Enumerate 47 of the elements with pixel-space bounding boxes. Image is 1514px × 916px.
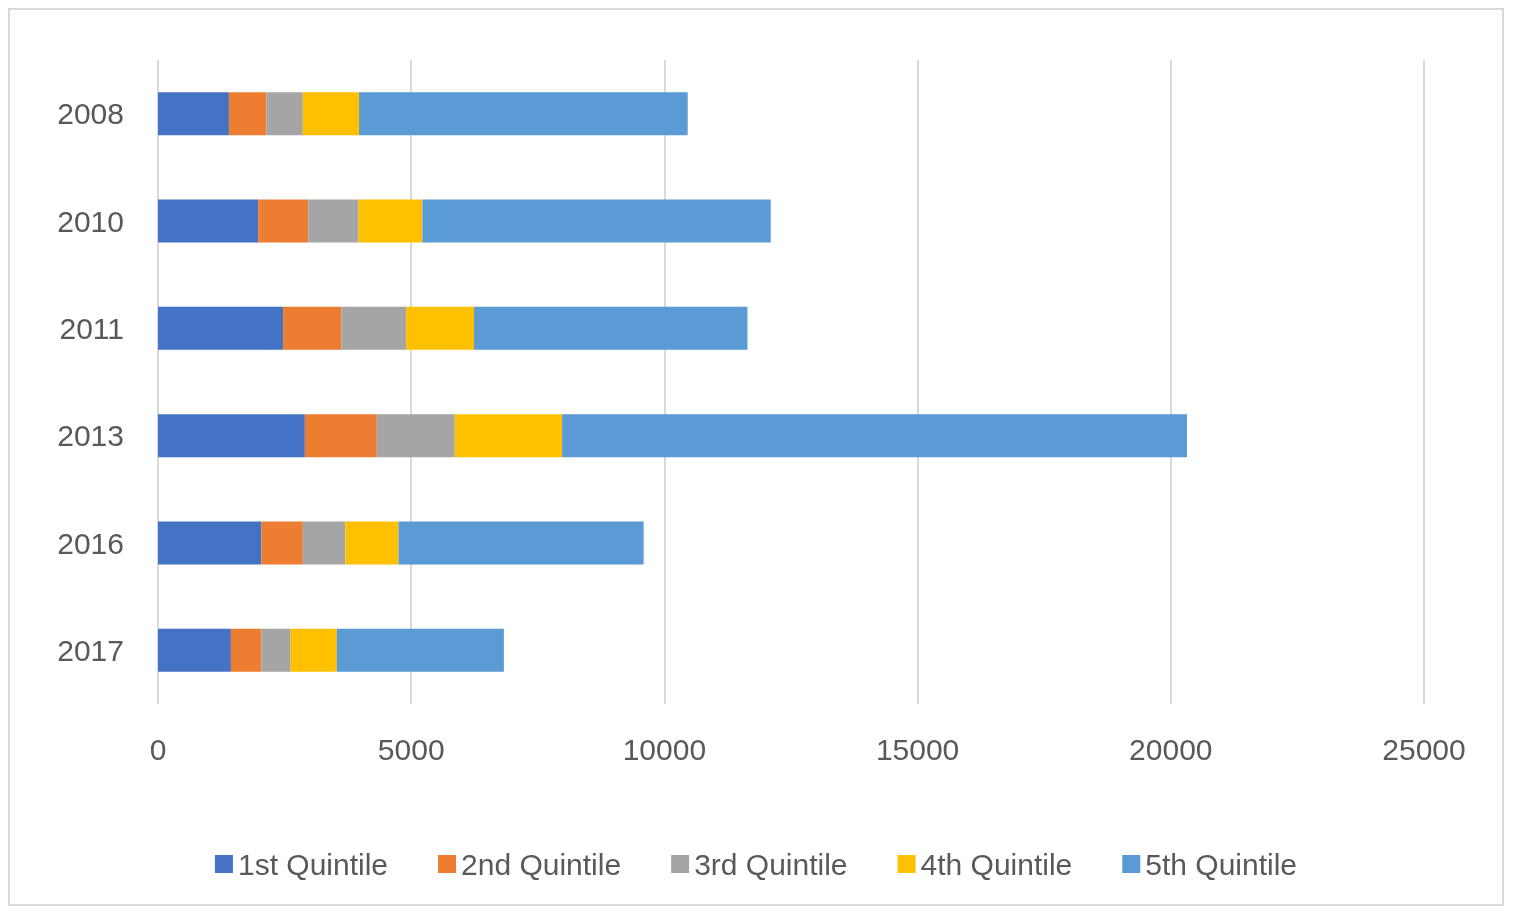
legend-label: 4th Quintile — [920, 847, 1073, 881]
bar — [562, 414, 1187, 458]
legend-label: 1st Quintile — [237, 847, 389, 881]
y-tick-label: 2017 — [57, 633, 124, 667]
bar — [473, 306, 748, 350]
y-tick-label: 2010 — [57, 204, 124, 238]
y-tick-label: 2011 — [59, 311, 124, 345]
bar — [266, 92, 303, 136]
bar — [283, 306, 342, 350]
bar — [336, 628, 504, 672]
bar — [158, 628, 231, 672]
bar — [230, 628, 262, 672]
bar — [359, 92, 688, 136]
bar — [406, 306, 474, 350]
bar — [358, 199, 423, 243]
bar — [422, 199, 771, 243]
bar — [341, 306, 407, 350]
bar — [454, 414, 563, 458]
y-tick-label: 2008 — [57, 97, 124, 131]
bar — [290, 628, 337, 672]
bar — [158, 306, 284, 350]
bar — [345, 521, 399, 565]
bar — [158, 199, 259, 243]
legend-label: 3rd Quintile — [694, 847, 848, 881]
bar — [302, 521, 346, 565]
x-tick-label: 20000 — [1129, 732, 1213, 766]
bar — [158, 414, 305, 458]
bar — [302, 92, 360, 136]
bar — [158, 92, 229, 136]
legend-label: 2nd Quintile — [461, 847, 622, 881]
bar — [258, 199, 309, 243]
x-tick-label: 0 — [149, 732, 167, 766]
x-tick-label: 15000 — [875, 732, 960, 766]
bar — [308, 199, 359, 243]
y-tick-label: 2016 — [57, 526, 124, 560]
bar — [158, 521, 262, 565]
bar — [304, 414, 377, 458]
x-tick-label: 25000 — [1382, 732, 1466, 766]
x-tick-label: 10000 — [622, 732, 707, 766]
y-tick-label: 2013 — [57, 419, 124, 453]
x-tick-label: 5000 — [377, 732, 445, 766]
legend-label: 5th Quintile — [1145, 847, 1298, 881]
bar — [261, 628, 291, 672]
bar — [376, 414, 455, 458]
bar — [228, 92, 267, 136]
bar — [261, 521, 303, 565]
bar — [398, 521, 644, 565]
